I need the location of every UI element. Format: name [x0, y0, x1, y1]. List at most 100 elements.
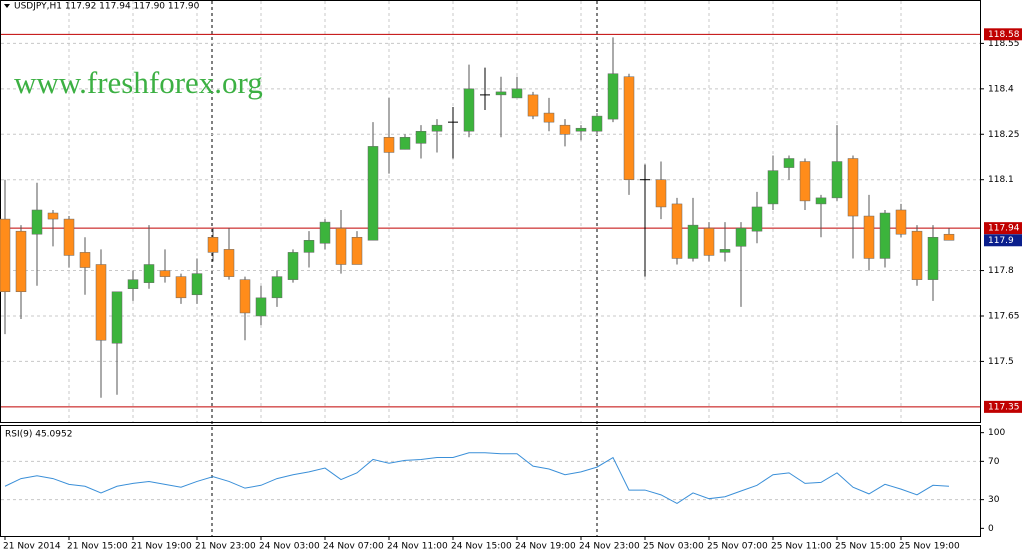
candle-body [687, 224, 699, 259]
candle [671, 197, 683, 265]
x-tick-label: 21 Nov 23:00 [195, 542, 256, 552]
x-tick-label: 25 Nov 03:00 [643, 542, 704, 552]
y-tick-label: 118.25 [988, 130, 1020, 140]
x-tick-label: 24 Nov 03:00 [259, 542, 320, 552]
level-label: 118.58 [988, 30, 1020, 40]
candle [655, 161, 667, 220]
x-tick-label: 25 Nov 11:00 [771, 542, 832, 552]
candle [15, 225, 27, 320]
level-label: 117.94 [988, 224, 1020, 234]
candle-body [303, 240, 315, 253]
candle [640, 164, 650, 277]
candle-body [191, 273, 203, 296]
y-tick-label: 30 [988, 495, 1000, 505]
rsi-panel [0, 425, 981, 537]
candle [31, 182, 43, 286]
candle [495, 76, 507, 138]
candle-body [351, 236, 363, 265]
candle [191, 258, 203, 304]
candle [383, 97, 395, 174]
candle-body [767, 170, 779, 205]
rsi-title: RSI(9) 45.0952 [5, 430, 72, 440]
candle-body [495, 91, 507, 96]
candle-body [655, 179, 667, 208]
candle [95, 249, 107, 398]
candle-body [895, 209, 907, 235]
candle-body [271, 276, 283, 299]
candle [47, 209, 59, 247]
candle-body [207, 236, 219, 253]
candle [287, 249, 299, 283]
candle-body [415, 130, 427, 144]
candle-body [47, 212, 59, 220]
x-tick-label: 24 Nov 07:00 [323, 542, 384, 552]
candle-body [607, 73, 619, 120]
candle-body [431, 124, 443, 132]
candle-body [223, 249, 235, 277]
candle-body [111, 291, 123, 344]
candle-body [31, 209, 43, 235]
candle [463, 64, 475, 138]
candle-body [943, 233, 955, 241]
y-tick-label: 118.1 [988, 175, 1014, 185]
candle [399, 134, 411, 150]
candle-body [63, 218, 75, 256]
y-tick-label: 100 [988, 428, 1005, 438]
x-tick-label: 21 Nov 19:00 [131, 542, 192, 552]
candle [319, 219, 331, 250]
candle [159, 249, 171, 283]
candle-body [831, 161, 843, 199]
candle-body [255, 297, 267, 317]
candle-body [383, 137, 395, 153]
candle [207, 228, 219, 262]
candle [415, 125, 427, 159]
candle-body [127, 279, 139, 289]
candle-body [703, 227, 715, 256]
candle [255, 285, 267, 326]
candle-body [911, 230, 923, 280]
candle-body [559, 124, 571, 135]
candle-body [879, 212, 891, 259]
candle [815, 194, 827, 238]
x-tick-label: 24 Nov 15:00 [451, 542, 512, 552]
candle [127, 270, 139, 301]
level-tag [984, 400, 1022, 413]
candle [911, 225, 923, 286]
x-tick-label: 25 Nov 19:00 [899, 542, 960, 552]
level-tag [984, 222, 1022, 235]
candle [927, 225, 939, 301]
y-tick-label: 118.4 [988, 84, 1014, 94]
candle-body [783, 158, 795, 168]
candle [847, 155, 859, 259]
candle [0, 179, 11, 335]
candle-body [287, 252, 299, 280]
candle [591, 113, 603, 135]
x-tick-label: 21 Nov 15:00 [67, 542, 128, 552]
candle-body [927, 236, 939, 280]
x-tick-label: 21 Nov 2014 [3, 542, 61, 552]
price-tag [984, 234, 1022, 247]
candle-body [143, 264, 155, 283]
y-tick-label: 118.55 [988, 39, 1020, 49]
y-tick-label: 117.5 [988, 357, 1014, 367]
candle-body [15, 230, 27, 293]
candle-body [95, 264, 107, 341]
candle-body [319, 221, 331, 244]
candle [143, 225, 155, 289]
candle [767, 155, 779, 210]
level-label: 117.35 [988, 402, 1020, 412]
candle [879, 209, 891, 268]
candle-body [159, 270, 171, 277]
candle-body [511, 88, 523, 99]
candle [607, 37, 619, 123]
candle [831, 125, 843, 201]
candle [735, 222, 747, 307]
candle [895, 203, 907, 238]
candle [511, 76, 523, 99]
main-panel [0, 0, 981, 423]
candle [271, 270, 283, 307]
candle [863, 194, 875, 271]
candle-body [591, 115, 603, 132]
candle [431, 119, 443, 153]
